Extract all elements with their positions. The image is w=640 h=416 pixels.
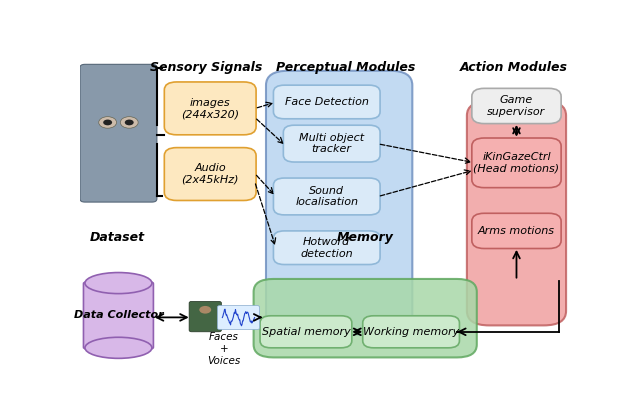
FancyBboxPatch shape (164, 82, 256, 135)
Text: Sensory Signals: Sensory Signals (150, 61, 262, 74)
Text: Data Collector: Data Collector (74, 310, 163, 320)
Text: Perceptual Modules: Perceptual Modules (276, 61, 415, 74)
Text: Game
supervisor: Game supervisor (487, 95, 546, 117)
Text: images
(244x320): images (244x320) (181, 98, 239, 119)
Text: Face Detection: Face Detection (285, 97, 369, 107)
FancyBboxPatch shape (80, 64, 157, 202)
Text: Multi object
tracker: Multi object tracker (299, 133, 364, 154)
FancyBboxPatch shape (260, 316, 352, 348)
FancyBboxPatch shape (266, 71, 412, 335)
FancyBboxPatch shape (218, 305, 260, 329)
Circle shape (125, 119, 134, 125)
Text: Arms motions: Arms motions (478, 226, 555, 236)
FancyBboxPatch shape (273, 231, 380, 265)
Ellipse shape (85, 337, 152, 358)
FancyBboxPatch shape (253, 279, 477, 357)
Text: Dataset: Dataset (90, 231, 145, 244)
Text: Faces
+
Voices: Faces + Voices (207, 332, 241, 366)
Circle shape (120, 116, 138, 128)
FancyBboxPatch shape (472, 213, 561, 248)
FancyBboxPatch shape (284, 125, 380, 162)
Text: Sound
localisation: Sound localisation (295, 186, 358, 207)
FancyBboxPatch shape (273, 178, 380, 215)
Text: Working memory: Working memory (363, 327, 460, 337)
FancyBboxPatch shape (164, 148, 256, 201)
FancyBboxPatch shape (189, 301, 221, 332)
FancyBboxPatch shape (467, 101, 566, 325)
FancyBboxPatch shape (472, 88, 561, 124)
Text: Action Modules: Action Modules (460, 61, 568, 74)
Text: Memory: Memory (337, 231, 394, 244)
FancyBboxPatch shape (363, 316, 460, 348)
Text: iKinGazeCtrl
(Head motions): iKinGazeCtrl (Head motions) (474, 152, 559, 173)
Circle shape (103, 119, 112, 125)
FancyBboxPatch shape (273, 85, 380, 119)
Circle shape (199, 306, 211, 314)
FancyBboxPatch shape (83, 282, 154, 349)
FancyBboxPatch shape (472, 138, 561, 188)
Text: Hotword
detection: Hotword detection (300, 237, 353, 258)
Circle shape (99, 116, 116, 128)
Ellipse shape (85, 272, 152, 294)
Text: Audio
(2x45kHz): Audio (2x45kHz) (182, 163, 239, 185)
Text: Spatial memory: Spatial memory (262, 327, 350, 337)
